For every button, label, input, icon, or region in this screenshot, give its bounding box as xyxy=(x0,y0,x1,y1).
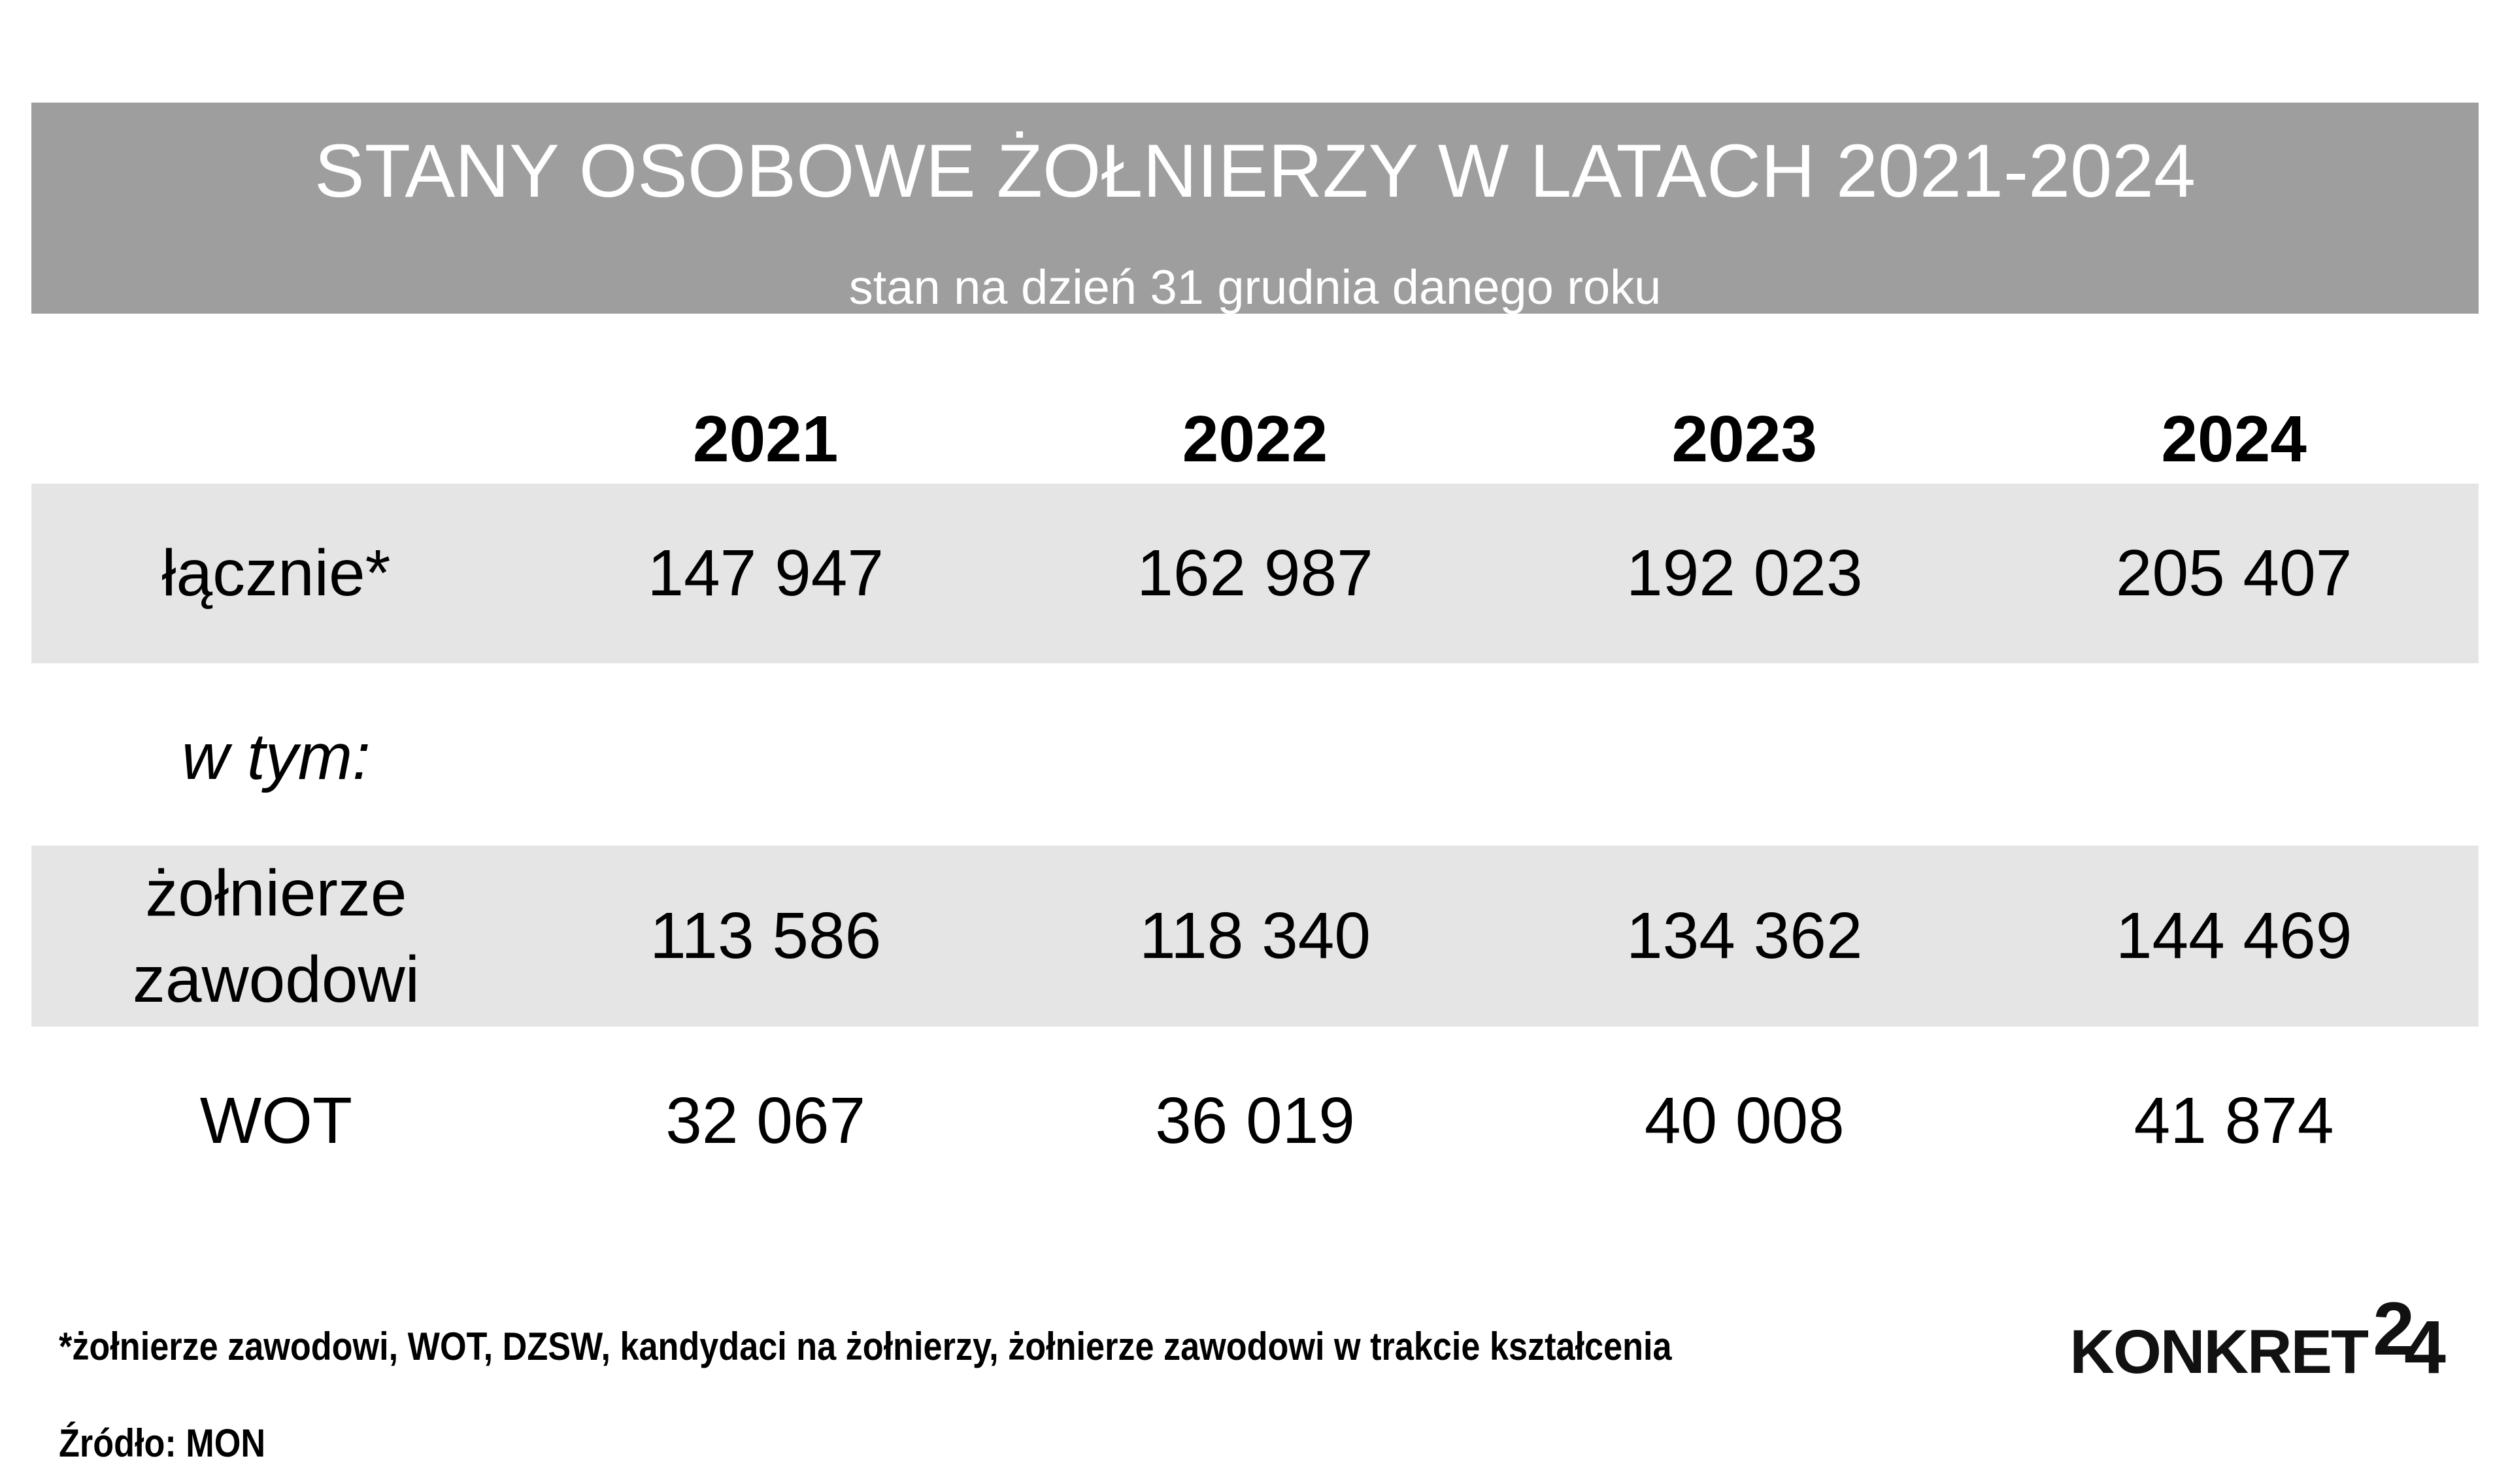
value-cell: 134 362 xyxy=(1626,899,1863,972)
value-cell: 162 987 xyxy=(1137,536,1373,610)
value-cell: 32 067 xyxy=(665,1083,866,1157)
value-cell: 144 469 xyxy=(2115,899,2352,972)
value-cell: 113 586 xyxy=(650,899,882,972)
logo-word: KONKRET xyxy=(2069,1317,2369,1387)
title-band: STANY OSOBOWE ŻOŁNIERZY W LATACH 2021-20… xyxy=(31,103,2479,314)
source-note: Źródło: MON xyxy=(59,1421,266,1465)
value-cell: 41 874 xyxy=(2134,1083,2334,1157)
corner-cell xyxy=(31,392,521,487)
page-subtitle: stan na dzień 31 grudnia danego roku xyxy=(848,260,1662,314)
page-title: STANY OSOBOWE ŻOŁNIERZY W LATACH 2021-20… xyxy=(314,129,2196,213)
row-label: WOT xyxy=(199,1083,353,1157)
row-label-text: żołnierze zawodowi xyxy=(132,856,420,1016)
value-cell: 118 340 xyxy=(1139,899,1371,972)
row-label: w tym: xyxy=(181,719,371,793)
footnote: *żołnierze zawodowi, WOT, DZSW, kandydac… xyxy=(59,1325,1672,1368)
value-cell xyxy=(1011,706,1500,808)
value-cell: 40 008 xyxy=(1644,1083,1845,1157)
value-cell: 36 019 xyxy=(1155,1083,1355,1157)
konkret24-logo: KONKRET 2 4 xyxy=(2069,1292,2446,1389)
value-cell: 205 407 xyxy=(2115,536,2352,610)
table-header-row: 2021 2022 2023 2024 xyxy=(31,392,2479,487)
value-cell xyxy=(1499,706,1989,808)
logo-digit-2: 2 xyxy=(2373,1287,2415,1371)
year-header-2024: 2024 xyxy=(2161,403,2307,476)
logo-digit-4: 4 xyxy=(2404,1306,2446,1389)
table-row-wtym: w tym: xyxy=(31,706,2479,808)
value-cell: 147 947 xyxy=(647,536,884,610)
table-row-total: łącznie* 147 947 162 987 192 023 205 407 xyxy=(31,484,2479,663)
value-cell: 192 023 xyxy=(1626,536,1863,610)
value-cell xyxy=(1989,706,2479,808)
year-header-2023: 2023 xyxy=(1671,403,1818,476)
year-header-2021: 2021 xyxy=(692,403,839,476)
row-label: łącznie* xyxy=(161,536,391,610)
year-header-2022: 2022 xyxy=(1182,403,1328,476)
row-label: żołnierze zawodowi xyxy=(31,846,521,1027)
table-row-professional: żołnierze zawodowi 113 586 118 340 134 3… xyxy=(31,846,2479,1027)
value-cell xyxy=(521,706,1011,808)
table-row-wot: WOT 32 067 36 019 40 008 41 874 xyxy=(31,1065,2479,1176)
